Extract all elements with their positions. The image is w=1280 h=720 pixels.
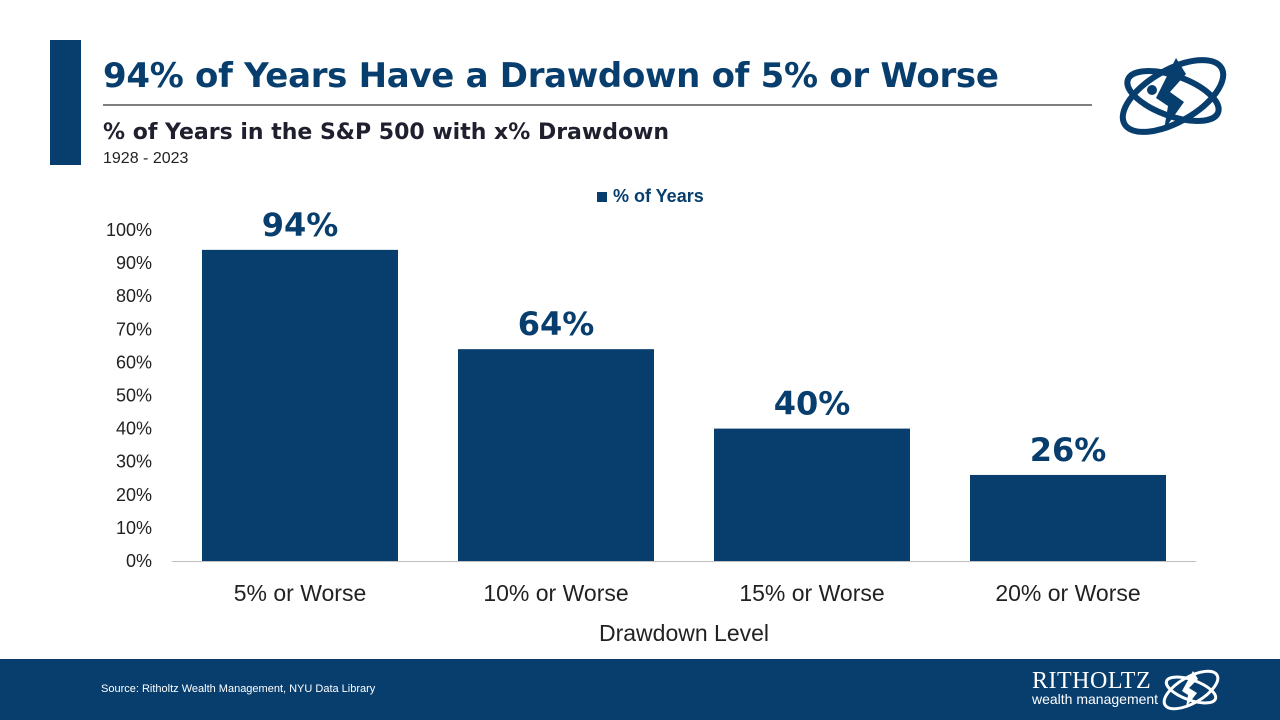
bar-chart: 0% 10% 20% 30% 40% 50% 60% 70% 80% 90% 100% 94% 5% o… (106, 206, 1196, 646)
bar-data-label: 64% (518, 305, 595, 343)
source-note: Source: Ritholtz Wealth Management, NYU … (101, 683, 376, 695)
bar (458, 349, 654, 561)
y-tick-label: 30% (116, 452, 152, 472)
y-tick-label: 10% (116, 518, 152, 538)
y-tick-label: 70% (116, 319, 152, 339)
y-tick-label: 0% (126, 551, 152, 571)
brand-name: RITHOLTZ (1032, 668, 1152, 694)
title-accent-bar (50, 40, 81, 165)
bar (714, 428, 910, 561)
bar (202, 249, 398, 562)
x-tick-label: 10% or Worse (483, 580, 628, 606)
brand-wordmark: RITHOLTZ wealth management (1032, 669, 1158, 706)
x-tick-label: 15% or Worse (739, 580, 884, 606)
ritholtz-globe-footer-icon (1162, 669, 1220, 711)
y-tick-label: 80% (116, 286, 152, 306)
brand-subtitle: wealth management (1032, 691, 1159, 707)
chart-legend: % of Years (597, 186, 704, 207)
y-tick-label: 90% (116, 253, 152, 273)
legend-swatch (597, 191, 607, 202)
y-tick-label: 20% (116, 485, 152, 505)
title-divider (103, 104, 1092, 106)
bar-data-label: 40% (774, 385, 851, 423)
x-tick-label: 5% or Worse (234, 580, 367, 606)
bar-data-label: 94% (262, 206, 339, 244)
y-tick-label: 60% (116, 352, 152, 372)
y-tick-label: 100% (106, 220, 152, 240)
date-range: 1928 - 2023 (103, 150, 189, 167)
x-axis-title: Drawdown Level (599, 620, 769, 646)
bar (970, 474, 1166, 561)
slide-title: 94% of Years Have a Drawdown of 5% or Wo… (103, 56, 999, 96)
footer-bar: Source: Ritholtz Wealth Management, NYU … (0, 659, 1280, 720)
bar-data-label: 26% (1030, 431, 1107, 469)
chart-subtitle: % of Years in the S&P 500 with x% Drawdo… (103, 120, 670, 145)
y-tick-label: 50% (116, 386, 152, 406)
legend-label: % of Years (613, 186, 704, 206)
ritholtz-globe-logo-icon (1119, 57, 1227, 135)
y-tick-label: 40% (116, 419, 152, 439)
x-tick-label: 20% or Worse (995, 580, 1140, 606)
